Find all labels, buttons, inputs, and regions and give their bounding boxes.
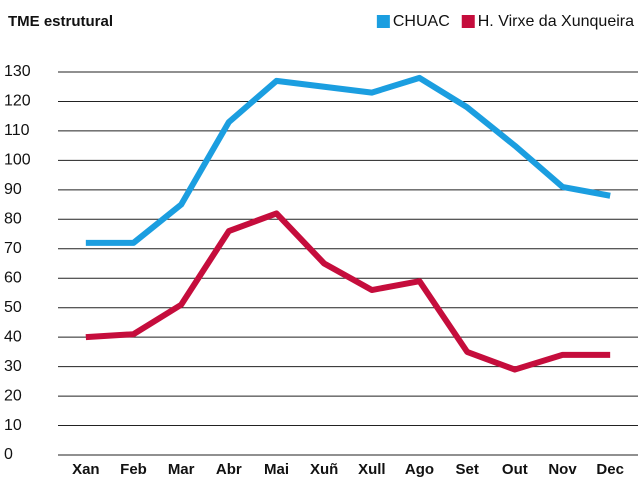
legend-label: H. Virxe da Xunqueira bbox=[478, 13, 634, 30]
y-tick-label: 10 bbox=[4, 417, 22, 434]
legend-swatch bbox=[461, 15, 475, 28]
y-tick-label: 20 bbox=[4, 387, 22, 404]
y-tick-label: 110 bbox=[4, 122, 30, 139]
x-tick-label: Set bbox=[455, 461, 478, 478]
x-tick-label: Xuñ bbox=[310, 461, 338, 478]
y-tick-label: 70 bbox=[4, 240, 22, 257]
y-tick-label: 60 bbox=[4, 269, 22, 286]
chart-title: TME estrutural bbox=[8, 13, 113, 30]
y-tick-label: 50 bbox=[4, 299, 22, 316]
y-tick-label: 40 bbox=[4, 328, 22, 345]
series-line bbox=[85, 210, 611, 373]
y-tick-label: 100 bbox=[4, 152, 31, 169]
x-tick-label: Out bbox=[502, 461, 528, 478]
x-tick-label: Ago bbox=[405, 461, 434, 478]
x-tick-label: Nov bbox=[548, 461, 577, 478]
x-tick-label: Abr bbox=[216, 461, 242, 478]
x-tick-label: Feb bbox=[120, 461, 147, 478]
x-tick-label: Dec bbox=[596, 461, 624, 478]
y-tick-label: 0 bbox=[4, 446, 13, 463]
y-tick-label: 30 bbox=[4, 358, 22, 375]
y-tick-label: 80 bbox=[4, 211, 22, 228]
y-tick-label: 120 bbox=[4, 93, 31, 110]
y-tick-label: 90 bbox=[4, 181, 22, 198]
legend-label: CHUAC bbox=[393, 13, 450, 30]
series-line bbox=[85, 74, 611, 246]
x-tick-label: Mai bbox=[264, 461, 289, 478]
legend-swatch bbox=[376, 15, 390, 28]
x-tick-label: Mar bbox=[168, 461, 195, 478]
x-tick-label: Xull bbox=[358, 461, 386, 478]
y-tick-label: 130 bbox=[4, 63, 31, 80]
x-tick-label: Xan bbox=[72, 461, 100, 478]
